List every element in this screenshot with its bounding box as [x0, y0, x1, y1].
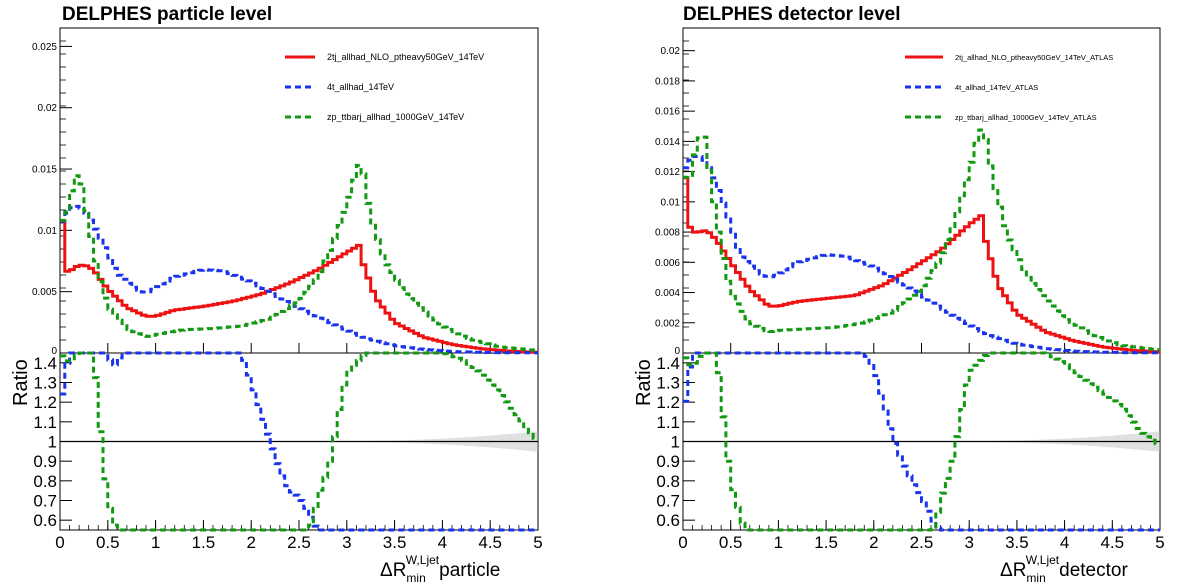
- x-tick-label: 2.5: [910, 533, 934, 552]
- x-axis-label-superscript: W,Ljet: [406, 553, 440, 567]
- legend-label: zp_ttbarj_allhad_1000GeV_14TeV_ATLAS: [955, 113, 1097, 122]
- legend-label: 4t_allhad_14TeV_ATLAS: [955, 83, 1038, 92]
- chart-title: DELPHES particle level: [62, 4, 272, 25]
- x-tick-label: 1: [151, 533, 160, 552]
- y-tick-label: 0.002: [655, 318, 680, 329]
- ratio-tick-label: 0.8: [656, 472, 680, 491]
- ratio-tick-label: 1.4: [656, 354, 680, 373]
- y-tick-label: 0.005: [32, 287, 57, 298]
- ratio-series-line-2: [683, 351, 1160, 532]
- y-tick-label-zero: 0: [51, 346, 57, 357]
- series-line-1: [60, 219, 538, 354]
- panel-particle-level: DELPHES particle level Ratio ΔRmin W,Ljet…: [10, 4, 543, 585]
- chart-title: DELPHES detector level: [683, 4, 901, 25]
- y-tick-label: 0.016: [655, 107, 680, 118]
- x-tick-label: 5: [533, 533, 542, 552]
- x-axis-label-text: particle: [439, 560, 500, 581]
- legend-label: 4t_allhad_14TeV: [327, 82, 394, 92]
- x-axis-label-symbol: ΔR: [380, 560, 406, 581]
- ratio-series-line-1: [60, 351, 538, 532]
- legend-label: zp_ttbarj_allhad_1000GeV_14TeV: [327, 112, 464, 122]
- x-tick-label: 0: [678, 533, 687, 552]
- ratio-tick-label: 0.7: [33, 492, 57, 511]
- y-tick-label: 0.02: [38, 103, 58, 114]
- ratio-series-line-1: [683, 351, 1160, 532]
- x-tick-label: 1.5: [192, 533, 216, 552]
- ratio-tick-label: 1.3: [33, 374, 57, 393]
- x-tick-label: 0.5: [719, 533, 743, 552]
- x-axis-label-text: detector: [1059, 560, 1128, 581]
- x-tick-label: 0.5: [96, 533, 120, 552]
- ratio-tick-label: 1.4: [33, 354, 57, 373]
- y-tick-label-zero: 0: [674, 346, 680, 357]
- ratio-axis-label: Ratio: [633, 359, 655, 406]
- x-tick-label: 4: [1060, 533, 1069, 552]
- ratio-tick-label: 0.9: [33, 452, 57, 471]
- ratio-tick-label: 0.6: [656, 511, 680, 530]
- main-plot-frame: [682, 27, 1161, 354]
- series-line-2: [683, 155, 1160, 355]
- x-tick-label: 0: [55, 533, 64, 552]
- ratio-tick-label: 1: [671, 433, 680, 452]
- y-tick-label: 0.01: [661, 197, 681, 208]
- y-tick-label: 0.008: [655, 228, 680, 239]
- x-tick-label: 2: [246, 533, 255, 552]
- ratio-tick-label: 0.6: [33, 511, 57, 530]
- y-tick-label: 0.012: [655, 167, 680, 178]
- ratio-tick-label: 1.1: [656, 413, 680, 432]
- x-axis-label-superscript: W,Ljet: [1026, 553, 1060, 567]
- ratio-axis-label: Ratio: [10, 359, 32, 406]
- ratio-series-line-2: [60, 351, 538, 532]
- ratio-tick-label: 0.8: [33, 472, 57, 491]
- x-tick-label: 3.5: [383, 533, 407, 552]
- legend-label: 2tj_allhad_NLO_ptheavy50GeV_14TeV: [327, 52, 484, 62]
- x-axis-label: ΔRmin W,Ljetparticle: [380, 553, 500, 585]
- y-tick-label: 0.004: [655, 288, 680, 299]
- x-tick-label: 1: [774, 533, 783, 552]
- ratio-tick-label: 1.2: [656, 393, 680, 412]
- series-line-1: [683, 176, 1160, 354]
- x-tick-label: 4.5: [478, 533, 502, 552]
- x-tick-label: 2.5: [287, 533, 311, 552]
- ratio-tick-label: 1.3: [656, 374, 680, 393]
- x-axis-label-subscript: min: [406, 571, 425, 585]
- y-tick-label: 0.015: [32, 165, 57, 176]
- y-tick-label: 0.006: [655, 258, 680, 269]
- series-line-3: [60, 163, 538, 352]
- main-plot-frame: [59, 27, 539, 354]
- x-tick-label: 3: [964, 533, 973, 552]
- x-axis-label-symbol: ΔR: [1000, 560, 1026, 581]
- ratio-tick-label: 1: [48, 433, 57, 452]
- x-axis-label-subscript: min: [1026, 571, 1045, 585]
- x-tick-label: 3.5: [1005, 533, 1029, 552]
- y-tick-label: 0.01: [38, 226, 58, 237]
- series-line-2: [60, 204, 538, 355]
- series-line-3: [683, 128, 1160, 352]
- x-tick-label: 2: [869, 533, 878, 552]
- x-axis-label: ΔRmin W,Ljetdetector: [1000, 553, 1128, 585]
- ratio-tick-label: 1.2: [33, 393, 57, 412]
- ratio-tick-label: 0.7: [656, 492, 680, 511]
- x-tick-label: 3: [342, 533, 351, 552]
- y-tick-label: 0.018: [655, 76, 680, 87]
- ratio-tick-label: 0.9: [656, 452, 680, 471]
- x-tick-label: 1.5: [814, 533, 838, 552]
- x-tick-label: 5: [1155, 533, 1164, 552]
- x-tick-label: 4.5: [1100, 533, 1124, 552]
- panel-detector-level: DELPHES detector level Ratio ΔRmin W,Ljet…: [633, 4, 1165, 585]
- y-tick-label: 0.02: [661, 46, 681, 57]
- legend-label: 2tj_allhad_NLO_ptheavy50GeV_14TeV_ATLAS: [955, 53, 1113, 62]
- y-tick-label: 0.014: [655, 137, 680, 148]
- ratio-tick-label: 1.1: [33, 413, 57, 432]
- y-tick-label: 0.025: [32, 42, 57, 53]
- x-tick-label: 4: [438, 533, 447, 552]
